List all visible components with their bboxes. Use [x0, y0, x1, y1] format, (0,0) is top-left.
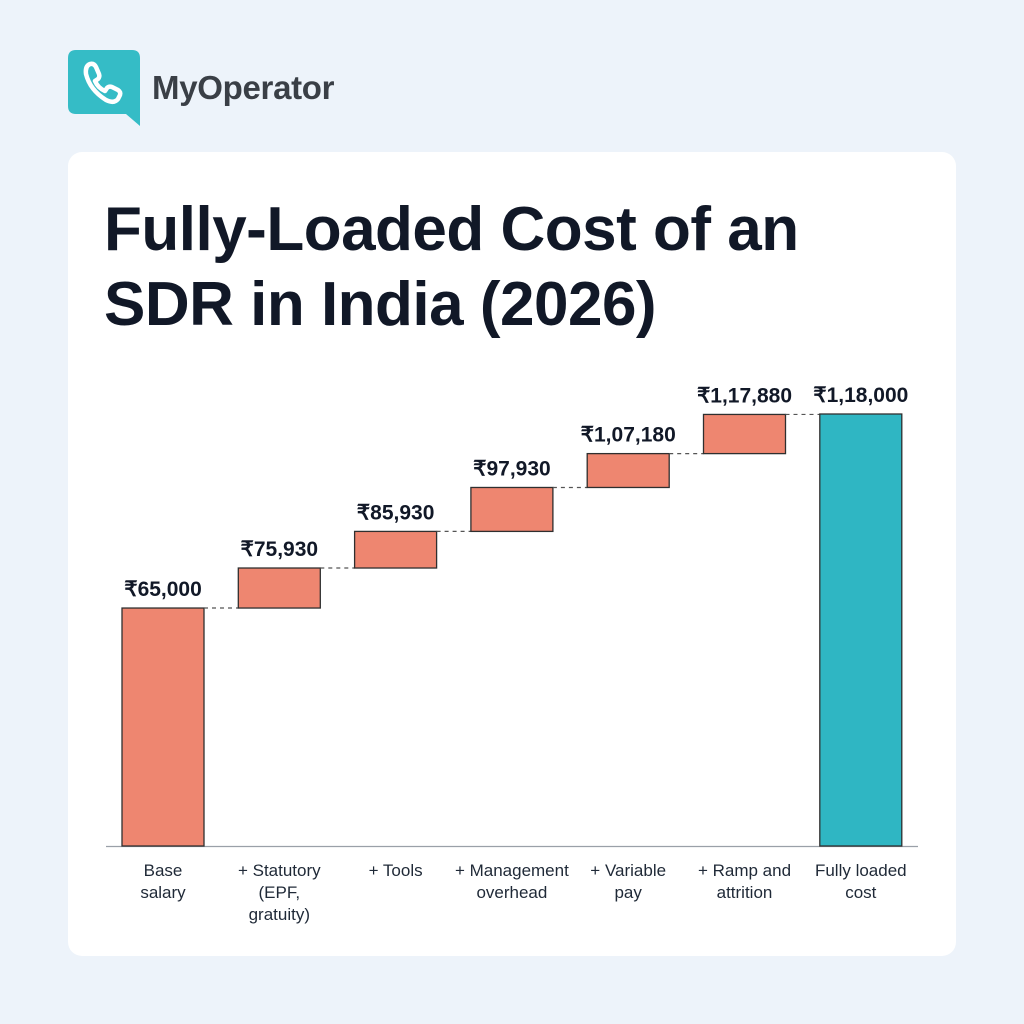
- bar-6: [819, 413, 903, 847]
- brand: MyOperator: [68, 50, 335, 126]
- category-label-1: + Statutory (EPF, gratuity): [209, 860, 349, 926]
- category-label-line: + Statutory: [237, 861, 321, 880]
- category-label-line: Fully loaded: [814, 861, 907, 880]
- chart-card: [68, 152, 956, 956]
- category-label-2: + Tools: [326, 860, 466, 882]
- category-label-line: cost: [845, 883, 877, 902]
- category-label-6: Fully loaded cost: [791, 860, 931, 904]
- data-label-0: ₹65,000: [124, 578, 202, 601]
- category-label-0: Base salary: [93, 860, 233, 904]
- category-label-line: + Management: [454, 861, 569, 880]
- category-label-line: salary: [140, 883, 186, 902]
- phone-icon: [68, 50, 140, 126]
- data-label-5: ₹1,17,880: [697, 384, 792, 407]
- bar-3: [470, 486, 554, 533]
- chart-title: Fully-Loaded Cost of an SDR in India (20…: [104, 195, 799, 339]
- data-label-3: ₹97,930: [473, 457, 551, 480]
- data-label-1: ₹75,930: [241, 538, 319, 561]
- data-label-4: ₹1,07,180: [581, 424, 676, 447]
- data-label-2: ₹85,930: [357, 501, 435, 524]
- category-label-line: + Variable: [590, 861, 667, 880]
- bar-0: [121, 607, 205, 847]
- bar-1: [237, 567, 321, 609]
- data-label-6: ₹1,18,000: [813, 384, 908, 407]
- category-label-line: overhead: [476, 883, 548, 902]
- bar-5: [702, 413, 787, 455]
- bar-4: [586, 452, 670, 489]
- bar-2: [353, 530, 438, 569]
- brand-name: MyOperator: [152, 69, 335, 106]
- category-label-line: Base: [143, 861, 183, 880]
- category-label-3: + Management overhead: [442, 860, 582, 904]
- category-label-line: + Tools: [368, 861, 423, 880]
- category-label-line: attrition: [716, 883, 773, 902]
- category-label-line: + Ramp and: [697, 861, 792, 880]
- category-label-line: pay: [614, 883, 642, 902]
- category-label-5: + Ramp and attrition: [675, 860, 815, 904]
- category-label-line: gratuity): [248, 905, 310, 924]
- category-label-line: (EPF,: [258, 883, 301, 902]
- category-label-4: + Variable pay: [558, 860, 698, 904]
